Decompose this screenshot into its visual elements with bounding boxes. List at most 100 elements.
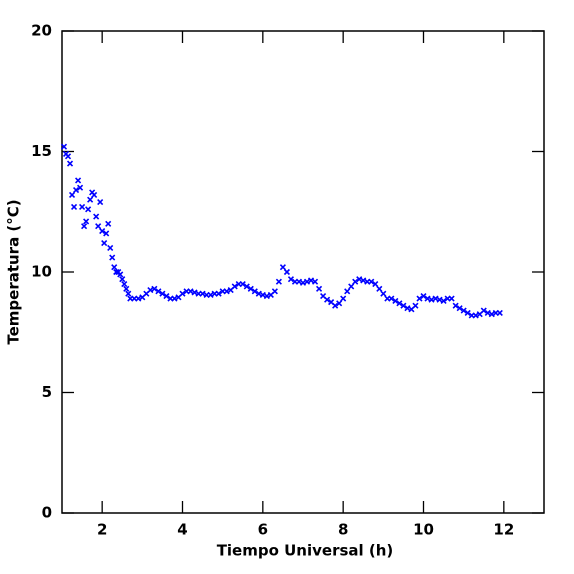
data-point (388, 295, 395, 302)
data-point (85, 206, 92, 213)
data-point (472, 312, 479, 319)
data-point (135, 295, 142, 302)
data-point (207, 291, 214, 298)
data-point (123, 285, 130, 292)
data-point (452, 302, 459, 309)
data-point (91, 191, 98, 198)
data-point (480, 307, 487, 314)
data-point (460, 307, 467, 314)
data-point (93, 213, 100, 220)
data-point (121, 280, 128, 288)
data-point (64, 153, 72, 160)
data-point (151, 285, 158, 292)
data-point (179, 290, 186, 297)
data-point (396, 300, 403, 307)
data-point (263, 293, 270, 300)
data-point (336, 300, 343, 307)
x-tick-label: 8 (338, 521, 348, 539)
data-point (199, 290, 206, 297)
data-point (243, 283, 250, 290)
data-point (279, 264, 286, 271)
data-point (275, 278, 282, 285)
data-point (79, 203, 86, 210)
data-point (372, 280, 379, 288)
data-point (75, 177, 82, 184)
data-point (113, 268, 120, 276)
data-point (424, 295, 431, 302)
y-tick-label: 15 (31, 142, 52, 160)
data-point (105, 220, 112, 227)
data-point (456, 305, 463, 312)
data-point (171, 295, 178, 302)
data-point (440, 297, 447, 304)
data-point (101, 240, 108, 247)
data-point (352, 278, 359, 285)
x-tick-label: 6 (258, 521, 268, 539)
data-point (416, 295, 423, 302)
data-point (68, 191, 76, 198)
data-point (448, 295, 455, 302)
data-point (420, 293, 427, 300)
data-point (324, 296, 331, 303)
data-point (311, 278, 319, 285)
data-point (348, 283, 355, 290)
x-tick-label: 12 (493, 521, 514, 539)
y-tick-label: 5 (42, 383, 52, 401)
x-tick-label: 2 (97, 521, 107, 539)
data-point (231, 283, 238, 290)
data-point (163, 293, 170, 300)
data-point (287, 276, 295, 283)
data-point (332, 302, 339, 309)
data-point (400, 302, 407, 309)
data-point (147, 287, 154, 294)
data-point (436, 296, 443, 303)
y-tick-label: 10 (31, 263, 52, 281)
data-point (271, 288, 278, 295)
data-point (66, 160, 74, 167)
data-point (360, 277, 367, 284)
data-point (81, 223, 88, 230)
data-point (380, 290, 387, 297)
data-point (307, 277, 315, 284)
data-point (103, 230, 110, 237)
x-axis-label: Tiempo Universal (h) (217, 542, 394, 560)
data-point (488, 311, 495, 318)
data-point (255, 290, 262, 297)
data-point (187, 288, 194, 295)
data-point (432, 295, 439, 302)
data-point (247, 285, 254, 292)
data-point (223, 288, 230, 295)
x-tick-label: 10 (413, 521, 434, 539)
data-point (356, 276, 363, 283)
data-point (97, 199, 104, 206)
data-point (283, 268, 290, 276)
data-point (239, 280, 246, 288)
data-point (392, 297, 399, 304)
data-point (464, 309, 471, 317)
data-point (109, 254, 116, 261)
data-point (344, 288, 351, 295)
plot-frame (61, 30, 545, 514)
data-point (111, 264, 118, 271)
y-axis-label: Temperatura (°C) (5, 199, 23, 344)
data-point (60, 143, 68, 150)
data-point (376, 285, 383, 292)
data-point (295, 278, 303, 285)
data-point (87, 196, 94, 203)
data-point (496, 309, 503, 317)
data-point (412, 302, 419, 309)
data-point (117, 271, 124, 278)
data-point (107, 244, 114, 251)
data-point (484, 309, 491, 317)
data-point (77, 184, 84, 191)
data-point (404, 305, 411, 312)
y-tick-label: 20 (31, 22, 52, 40)
data-point (251, 288, 258, 295)
data-point (72, 186, 80, 194)
data-point (259, 291, 266, 298)
data-point (215, 290, 222, 297)
data-point (428, 296, 435, 303)
data-point (368, 278, 375, 285)
data-point (70, 203, 78, 210)
